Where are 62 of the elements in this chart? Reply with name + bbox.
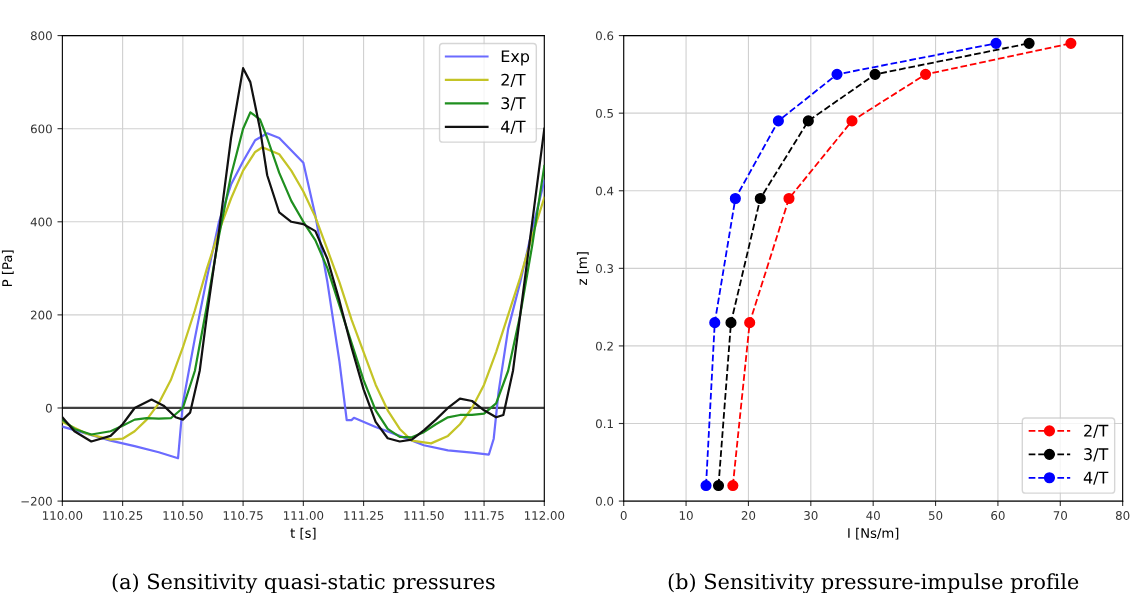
y-tick-label: 0.3 [595,264,614,273]
x-tick-label: 60 [991,511,1005,520]
y-tick-label: 0.0 [595,496,614,506]
x-axis-title: I [Ns/m] [848,527,899,540]
point [783,192,795,205]
x-tick-label: 40 [866,511,880,520]
y-tick-label: 0 [45,403,52,413]
x-tick-label: 111.00 [283,511,324,520]
y-tick-label: 800 [30,31,52,41]
point [727,480,739,492]
x-tick-label: 110.25 [103,511,143,520]
point [920,68,932,80]
legend-label: 3/T [1084,448,1109,462]
y-tick-label: 0.1 [595,419,613,429]
y-tick-label: −200 [21,496,52,506]
x-tick-label: 80 [1115,511,1130,520]
text: (b) Sensitivity pressure-impulse profile [668,573,1079,593]
point [802,115,814,127]
legend-label: 4/T [1083,471,1109,485]
legend-label: 2/T [501,73,526,88]
y-tick-label: 200 [30,310,52,320]
y-tick-label: 0.2 [595,341,613,351]
y-tick-label: 400 [30,217,52,227]
x-tick-label: 111.25 [344,511,384,520]
x-tick-label: 111.50 [404,511,444,520]
y-tick-label: 0.4 [595,186,614,196]
text: (a) Sensitivity quasi-static pressures [112,573,495,593]
x-tick-label: 70 [1053,511,1068,520]
legend-label: Exp [501,50,530,66]
point [754,192,766,205]
x-tick-label: 112.00 [524,511,565,520]
legend-label: 2/T [1084,424,1109,438]
x-tick-label: 30 [804,511,818,520]
point [869,68,881,80]
x-tick-label: 20 [741,511,756,520]
point [725,317,737,329]
x-tick-label: 110.50 [163,511,203,520]
x-tick-label: 110.00 [43,511,83,520]
point [700,480,712,492]
point [1023,37,1035,49]
point [709,317,721,329]
point [1065,37,1077,49]
point [990,37,1002,49]
x-tick-label: 0 [620,511,627,520]
y-tick-label: 600 [30,124,52,134]
x-tick-label: 50 [928,511,943,520]
y-tick-label: 0.6 [595,31,614,41]
x-axis-title: t [s] [290,527,316,540]
y-axis-title: z [m] [576,252,589,285]
x-tick-label: 111.75 [464,511,504,520]
point [772,115,784,127]
point [831,68,843,80]
point [729,192,741,205]
x-tick-label: 110.75 [223,511,263,520]
point [846,115,858,127]
legend-label: 3/T [501,97,526,111]
point [712,480,725,492]
point [744,317,756,329]
legend-label: 4/T [501,120,526,134]
x-tick-label: 10 [679,511,693,520]
y-axis-title: P [Pa] [1,250,14,286]
y-tick-label: 0.5 [595,108,613,118]
